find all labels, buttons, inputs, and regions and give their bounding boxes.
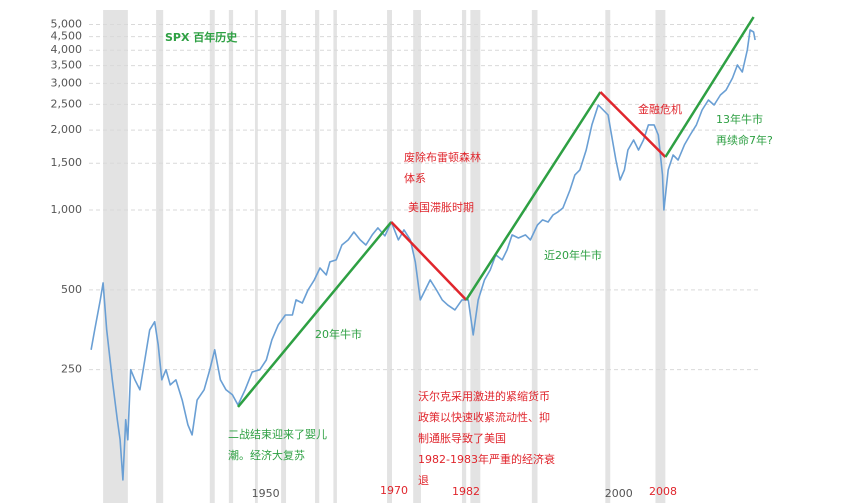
annotation: 二战结束迎来了婴儿 [228, 428, 327, 441]
recession-band [254, 10, 258, 503]
y-tick-label: 3,500 [51, 59, 83, 72]
annotation: 1982-1983年严重的经济衰 [418, 452, 555, 466]
trend-line [664, 16, 755, 158]
recession-band [470, 10, 481, 503]
recession-band [315, 10, 320, 503]
recession-band [387, 10, 393, 503]
recession-band [605, 10, 611, 503]
annotation: 2008 [649, 485, 677, 498]
recession-band [228, 10, 234, 503]
recession-band [103, 10, 128, 503]
y-tick-label: 4,500 [51, 30, 83, 43]
price-line [90, 29, 756, 481]
trend-line [465, 91, 602, 301]
y-tick-label: 2,500 [51, 97, 83, 110]
annotation: 退 [418, 474, 429, 487]
recession-band [281, 10, 287, 503]
trend-line [390, 221, 468, 301]
annotation: 1982 [452, 485, 480, 498]
annotation: 13年牛市 [716, 112, 763, 126]
y-tick-label: 250 [61, 363, 82, 376]
y-tick-label: 2,000 [51, 123, 83, 136]
annotation: 潮。经济大复苏 [228, 448, 305, 462]
recession-band [531, 10, 538, 503]
annotation: SPX 百年历史 [165, 30, 238, 44]
y-tick-label: 4,000 [51, 43, 83, 56]
recession-band [413, 10, 421, 503]
trend-line [237, 221, 393, 408]
annotation: 美国滞胀时期 [408, 201, 474, 214]
annotation: 体系 [404, 171, 426, 185]
x-tick-label: 2000 [605, 487, 633, 500]
x-tick-label: 1950 [252, 487, 280, 500]
y-tick-label: 3,000 [51, 76, 83, 89]
y-tick-label: 5,000 [51, 17, 83, 30]
y-tick-label: 1,000 [51, 203, 83, 216]
annotation: 金融危机 [638, 102, 682, 116]
annotation: 1970 [380, 484, 408, 497]
annotation: 再续命7年? [716, 133, 773, 147]
recession-band [655, 10, 666, 503]
annotation: 废除布雷顿森林 [404, 150, 481, 164]
annotation: 制通胀导致了美国 [418, 431, 506, 445]
y-tick-label: 1,500 [51, 156, 83, 169]
recession-band [209, 10, 215, 503]
recession-band [156, 10, 164, 503]
annotation: 政策以快速收紧流动性、抑 [418, 410, 550, 424]
y-tick-label: 500 [61, 283, 82, 296]
recession-band [333, 10, 337, 503]
annotation: 20年牛市 [315, 327, 362, 341]
trend-line [599, 91, 667, 158]
annotation: 近20年牛市 [544, 248, 602, 262]
annotation: 沃尔克采用激进的紧缩货币 [418, 389, 550, 403]
recession-band [461, 10, 467, 503]
